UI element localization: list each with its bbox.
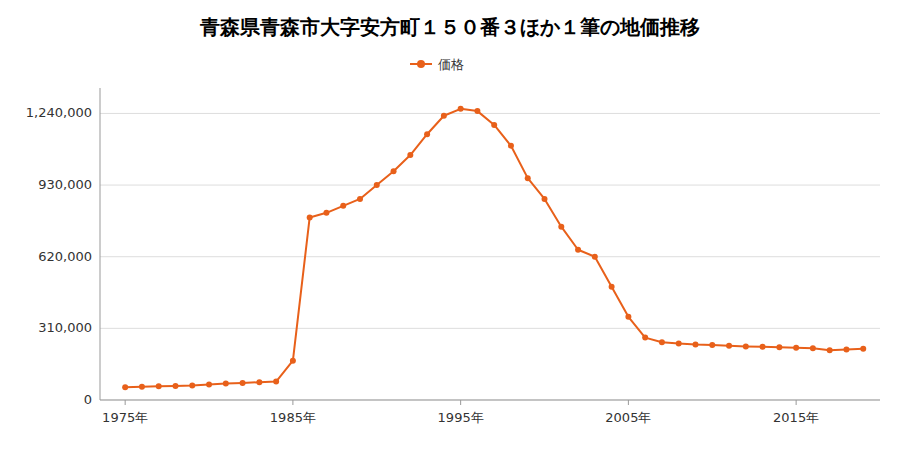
point [760, 344, 766, 350]
y-tick-label: 620,000 [38, 249, 92, 264]
point [827, 347, 833, 353]
legend-label: 価格 [438, 57, 464, 72]
point [357, 196, 363, 202]
point [793, 345, 799, 351]
y-axis-line [100, 88, 101, 400]
point [592, 254, 598, 260]
y-grid [100, 113, 880, 400]
legend-marker [417, 60, 425, 68]
x-tick [628, 400, 629, 405]
point [726, 343, 732, 349]
grid-line [100, 400, 880, 401]
point [189, 382, 195, 388]
point [156, 383, 162, 389]
plot-area [122, 106, 866, 390]
point [776, 344, 782, 350]
grid-line [100, 185, 880, 186]
x-tick-label: 1995年 [438, 410, 484, 425]
x-tick-label: 2015年 [773, 410, 819, 425]
legend: 価格 [410, 57, 464, 72]
point [625, 314, 631, 320]
line [125, 109, 863, 387]
point [323, 210, 329, 216]
grid-line [100, 113, 880, 114]
y-tick-label: 310,000 [38, 320, 92, 335]
point [542, 196, 548, 202]
point [340, 203, 346, 209]
point [407, 152, 413, 158]
y-tick-label: 930,000 [38, 177, 92, 192]
grid-line [100, 328, 880, 329]
point [290, 358, 296, 364]
point [743, 343, 749, 349]
x-tick [796, 400, 797, 405]
point [441, 113, 447, 119]
point [223, 381, 229, 387]
point [558, 224, 564, 230]
point [206, 382, 212, 388]
grid-line [100, 256, 880, 257]
point [491, 122, 497, 128]
x-tick [125, 400, 126, 405]
x-axis-line [100, 400, 880, 401]
chart: 青森県青森市大字安方町１５０番３ほか１筆の地価推移 0 310,000 620,000… [0, 0, 900, 450]
point [692, 342, 698, 348]
point [474, 108, 480, 114]
point [458, 106, 464, 112]
x-tick [460, 400, 461, 405]
point [642, 335, 648, 341]
point [391, 168, 397, 174]
x-tick-label: 1975年 [102, 410, 148, 425]
point [139, 384, 145, 390]
point [659, 339, 665, 345]
point [273, 379, 279, 385]
point [508, 143, 514, 149]
point [525, 175, 531, 181]
x-tick-label: 2005年 [605, 410, 651, 425]
title: 青森県青森市大字安方町１５０番３ほか１筆の地価推移 [199, 15, 700, 39]
point [240, 380, 246, 386]
point [424, 131, 430, 137]
x-tick-label: 1985年 [270, 410, 316, 425]
point [676, 340, 682, 346]
point [256, 379, 262, 385]
point [709, 342, 715, 348]
point [122, 384, 128, 390]
point [307, 214, 313, 220]
point [575, 247, 581, 253]
x-tick [292, 400, 293, 405]
point [374, 182, 380, 188]
y-tick-label: 0 [84, 392, 92, 407]
point [810, 345, 816, 351]
y-tick-label: 1,240,000 [26, 105, 92, 120]
point [172, 383, 178, 389]
point [843, 347, 849, 353]
point [860, 346, 866, 352]
point [609, 284, 615, 290]
